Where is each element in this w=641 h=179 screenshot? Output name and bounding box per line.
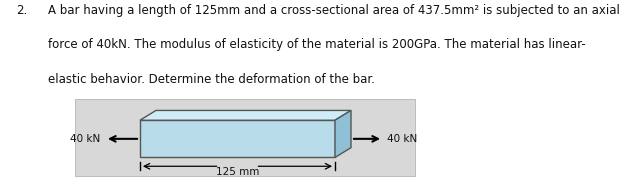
Text: 40 kN: 40 kN [387, 134, 417, 144]
Bar [75, 99, 415, 176]
Bar [140, 120, 335, 158]
Polygon shape [335, 110, 351, 158]
Text: force of 40kN. The modulus of elasticity of the material is 200GPa. The material: force of 40kN. The modulus of elasticity… [48, 38, 586, 51]
Text: 125 mm: 125 mm [216, 167, 259, 177]
Text: 2.: 2. [16, 4, 28, 17]
Text: elastic behavior. Determine the deformation of the bar.: elastic behavior. Determine the deformat… [48, 73, 375, 86]
Text: 40 kN: 40 kN [70, 134, 100, 144]
Polygon shape [140, 110, 351, 120]
Text: A bar having a length of 125mm and a cross-sectional area of 437.5mm² is subject: A bar having a length of 125mm and a cro… [48, 4, 620, 17]
